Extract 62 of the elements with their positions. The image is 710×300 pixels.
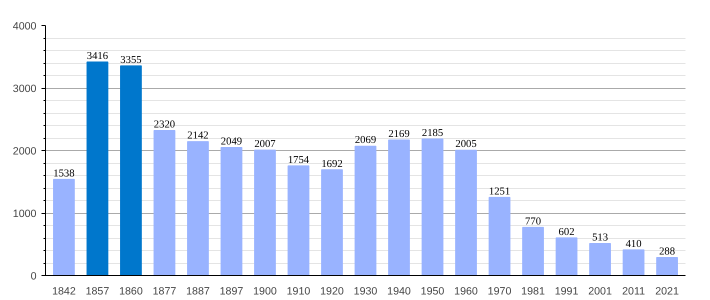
data-label: 2069 bbox=[354, 135, 376, 146]
data-label: 410 bbox=[626, 238, 642, 250]
x-tick-label: 1950 bbox=[420, 286, 444, 298]
x-tick-label: 1910 bbox=[286, 286, 310, 298]
bar bbox=[656, 257, 678, 276]
x-tick-label: 1970 bbox=[488, 286, 512, 298]
bar bbox=[455, 150, 477, 276]
bar bbox=[622, 249, 644, 276]
bar bbox=[422, 138, 444, 276]
x-tick-label: 2021 bbox=[655, 286, 679, 298]
bar bbox=[556, 237, 578, 276]
bar bbox=[154, 130, 176, 276]
data-label: 288 bbox=[659, 246, 676, 258]
x-tick-label: 1857 bbox=[86, 286, 110, 298]
bar bbox=[86, 62, 108, 276]
data-label: 513 bbox=[592, 232, 608, 244]
data-label: 2142 bbox=[187, 130, 209, 142]
x-tick-label: 1842 bbox=[52, 286, 76, 298]
x-tick-label: 1960 bbox=[454, 286, 478, 298]
bar bbox=[220, 146, 242, 276]
data-label: 2185 bbox=[422, 128, 444, 139]
x-tick-label: 1920 bbox=[320, 286, 344, 298]
x-tick-label: 1930 bbox=[354, 286, 378, 298]
x-tick-label: 2001 bbox=[588, 286, 612, 298]
data-label: 1538 bbox=[53, 168, 75, 180]
data-label: 2320 bbox=[154, 120, 176, 130]
bar bbox=[388, 139, 410, 276]
y-tick-label: 1000 bbox=[12, 208, 37, 220]
bar bbox=[321, 169, 343, 276]
bar bbox=[488, 196, 510, 276]
data-label: 2049 bbox=[220, 136, 242, 148]
bar bbox=[288, 165, 310, 276]
bar bbox=[53, 178, 75, 276]
bar bbox=[254, 150, 276, 276]
y-tick-label: 3000 bbox=[12, 83, 37, 95]
y-tick-label: 2000 bbox=[12, 146, 37, 158]
data-label: 3416 bbox=[86, 51, 109, 62]
bar bbox=[354, 146, 376, 276]
x-tick-label: 1981 bbox=[521, 286, 545, 298]
x-tick-label: 1897 bbox=[220, 286, 244, 298]
data-label: 770 bbox=[525, 216, 542, 228]
bar bbox=[522, 226, 544, 276]
y-tick-label: 4000 bbox=[12, 20, 37, 32]
bar bbox=[589, 242, 611, 276]
data-label: 2005 bbox=[455, 139, 477, 150]
data-label: 1754 bbox=[288, 154, 310, 166]
x-tick-label: 1887 bbox=[186, 286, 210, 298]
bar bbox=[120, 65, 142, 276]
bar bbox=[187, 141, 209, 276]
x-tick-label: 1940 bbox=[387, 286, 411, 298]
data-label: 3355 bbox=[120, 54, 142, 66]
x-tick-label: 1900 bbox=[253, 286, 277, 298]
x-tick-label: 2011 bbox=[622, 286, 646, 298]
data-label: 2007 bbox=[254, 139, 276, 150]
data-label: 1251 bbox=[488, 186, 510, 198]
x-tick-label: 1860 bbox=[119, 286, 143, 298]
x-tick-label: 1877 bbox=[152, 286, 176, 298]
y-tick-label: 0 bbox=[30, 270, 37, 282]
data-label: 2169 bbox=[388, 128, 410, 140]
data-label: 1692 bbox=[321, 158, 343, 170]
data-label: 602 bbox=[558, 226, 575, 238]
x-tick-label: 1991 bbox=[554, 286, 578, 298]
